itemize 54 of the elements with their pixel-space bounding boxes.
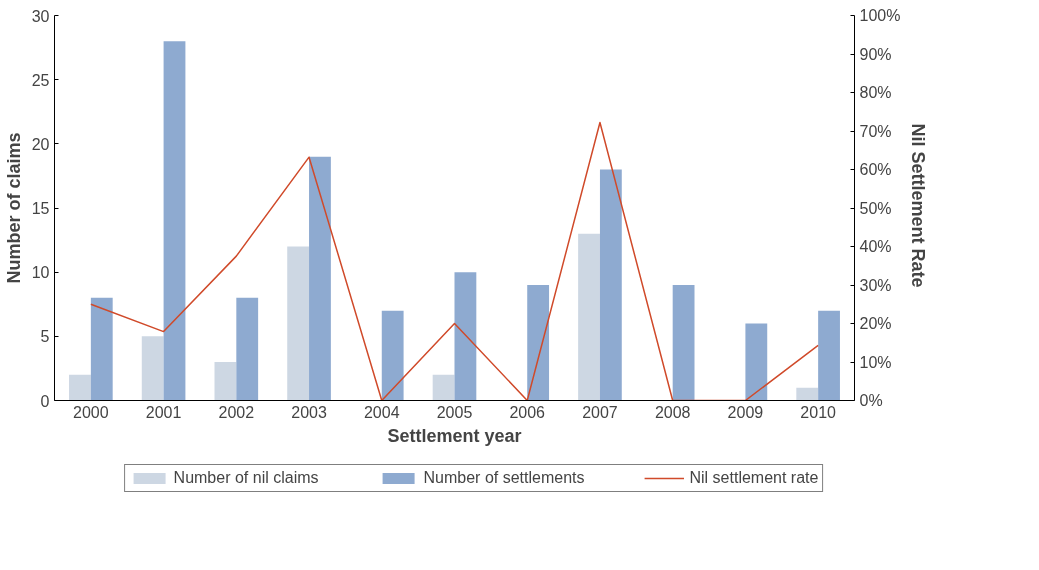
- legend-label: Nil settlement rate: [689, 469, 819, 487]
- bar: [214, 362, 237, 401]
- bar: [69, 374, 91, 401]
- x-tick-label: 2000: [73, 403, 109, 421]
- y2-tick-label: 40%: [859, 238, 892, 255]
- x-tick-label: 2004: [363, 403, 400, 421]
- x-tick-label: 2006: [509, 403, 546, 421]
- x-tick-label: 2008: [654, 403, 691, 421]
- legend-label: Number of nil claims: [173, 469, 319, 487]
- bar: [381, 310, 404, 401]
- y2-tick-label: 90%: [859, 45, 892, 63]
- line-series: [90, 121, 819, 401]
- bar: [745, 323, 768, 401]
- x-axis-title: Settlement year: [387, 425, 522, 446]
- x-tick-label: 2007: [582, 403, 618, 421]
- x-tick-label: 2003: [291, 403, 327, 421]
- y-tick-label: 15: [31, 200, 50, 217]
- y2-axis-title: Nil Settlement Rate: [908, 123, 929, 288]
- y-tick-label: 0: [40, 392, 50, 410]
- bar: [236, 297, 259, 401]
- y-tick-label: 10: [31, 264, 50, 282]
- x-tick-label: 2002: [218, 403, 255, 421]
- y2-tick-label: 0%: [859, 392, 883, 409]
- bar: [309, 156, 331, 401]
- bar: [818, 310, 840, 401]
- y2-tick-label: 50%: [859, 199, 892, 217]
- x-tick-label: 2005: [436, 403, 473, 421]
- y2-tick-label: 70%: [859, 122, 892, 140]
- x-tick-label: 2010: [800, 403, 837, 421]
- legend-label: Number of settlements: [423, 469, 585, 487]
- bar: [287, 246, 310, 401]
- bar: [796, 387, 819, 401]
- y-tick-label: 30: [31, 7, 50, 25]
- bar: [163, 41, 186, 401]
- bar: [527, 285, 550, 401]
- y2-tick-label: 60%: [859, 161, 892, 178]
- y2-tick-label: 10%: [859, 353, 892, 371]
- y-tick-label: 5: [40, 328, 50, 346]
- y2-tick-label: 30%: [859, 276, 892, 294]
- x-tick-label: 2009: [727, 403, 764, 421]
- bar: [141, 336, 164, 401]
- y-tick-label: 25: [31, 71, 50, 89]
- y2-tick-label: 80%: [859, 84, 892, 101]
- bar: [672, 285, 695, 401]
- bar: [578, 233, 600, 401]
- y2-tick-label: 20%: [859, 315, 892, 332]
- bar: [454, 272, 477, 401]
- y-axis-title: Number of claims: [3, 132, 24, 284]
- bar: [599, 169, 622, 401]
- bar: [432, 374, 455, 401]
- y-tick-label: 20: [31, 135, 50, 153]
- x-tick-label: 2001: [145, 403, 182, 421]
- bar: [90, 297, 113, 401]
- y2-tick-label: 100%: [859, 7, 901, 24]
